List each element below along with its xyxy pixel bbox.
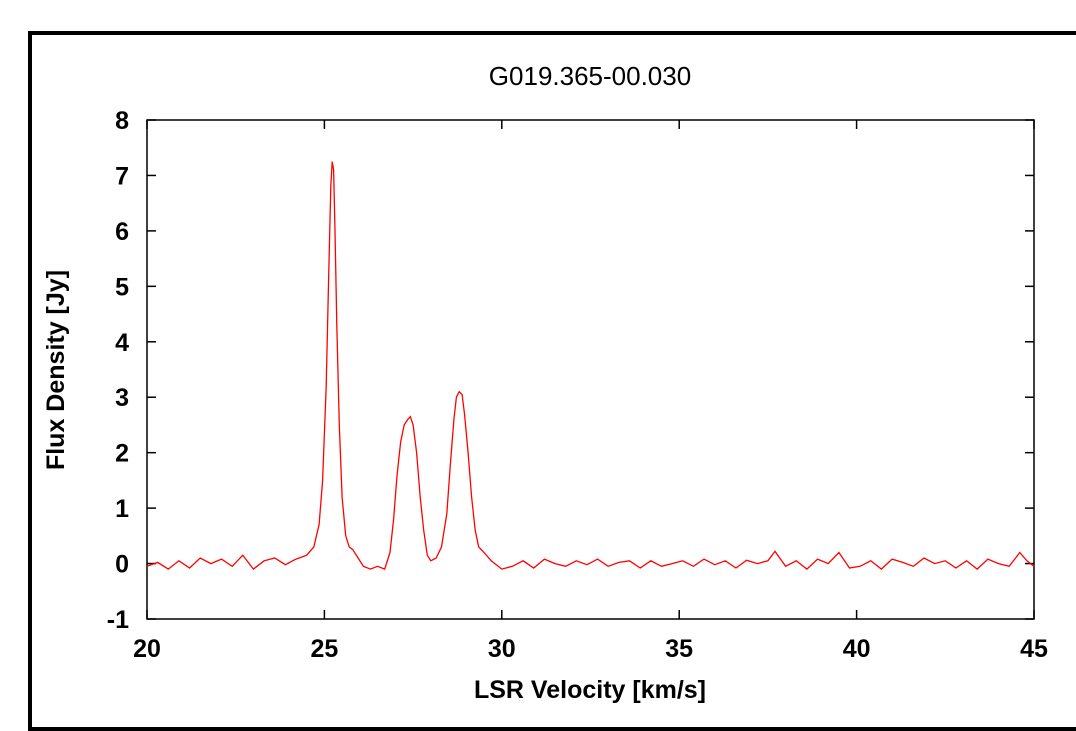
y-tick-label: 6 [115, 218, 129, 246]
y-tick-label: 1 [115, 495, 129, 523]
y-tick-label: 2 [115, 440, 129, 468]
y-tick-label: 5 [115, 273, 129, 301]
y-tick-label: 4 [115, 329, 129, 357]
x-tick-label: 30 [488, 635, 516, 663]
y-tick-label: 7 [115, 162, 129, 190]
chart-title: G019.365-00.030 [489, 61, 691, 91]
x-tick-label: 45 [1020, 635, 1048, 663]
x-tick-label: 40 [843, 635, 871, 663]
axis-ticks [146, 119, 1035, 620]
y-tick-label: 3 [115, 384, 129, 412]
y-tick-label: -1 [107, 606, 129, 634]
x-tick-label: 35 [665, 635, 693, 663]
spectrum-line [146, 161, 1035, 571]
line-chart: G019.365-00.030 Flux Density [Jy] LSR Ve… [42, 61, 1048, 704]
y-tick-label: 0 [115, 551, 129, 579]
plot-area-border [146, 119, 1035, 620]
x-tick-label: 25 [310, 635, 338, 663]
y-tick-label: 8 [115, 107, 129, 135]
x-tick-label: 20 [133, 635, 161, 663]
y-axis-label: Flux Density [Jy] [42, 270, 70, 470]
x-axis-label: LSR Velocity [km/s] [474, 676, 706, 704]
